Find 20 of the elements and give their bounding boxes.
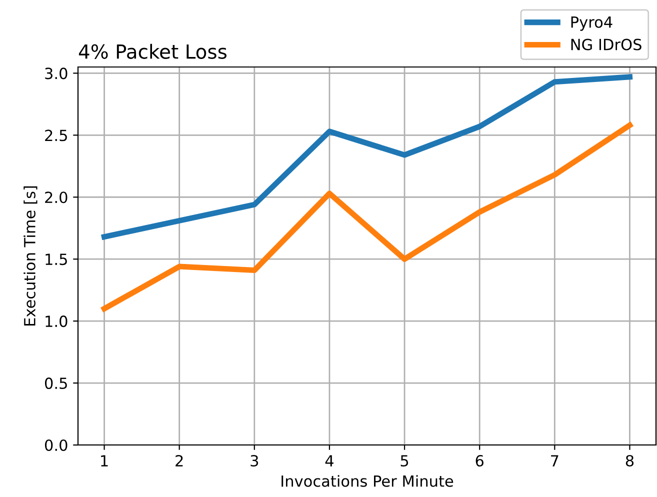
- x-tick-label: 2: [176, 454, 183, 466]
- y-tick-label: 2.0: [45, 192, 68, 204]
- legend-label: Pyro4: [571, 16, 612, 31]
- x-tick-label: 3: [250, 454, 258, 467]
- y-tick-label: 1.5: [46, 254, 67, 266]
- chart-title: 4% Packet Loss: [78, 44, 227, 59]
- y-axis-title: Execution Time [s]: [24, 186, 38, 326]
- y-tick-label: 2.5: [45, 130, 67, 142]
- x-tick-label: 1: [101, 455, 108, 466]
- x-tick-label: 8: [626, 454, 634, 467]
- x-tick-label: 7: [551, 455, 558, 466]
- y-tick-label: 1.0: [46, 316, 68, 328]
- x-tick-label: 5: [400, 455, 408, 467]
- x-axis-title: Invocations Per Minute: [282, 475, 454, 487]
- y-tick-label: 0.0: [44, 439, 68, 452]
- y-tick-label: 0.5: [44, 378, 67, 390]
- x-tick-label: 4: [325, 455, 334, 466]
- x-tick-label: 6: [476, 454, 484, 467]
- y-tick-label: 3.0: [45, 68, 68, 80]
- legend-label: NG IDrOS: [571, 38, 642, 50]
